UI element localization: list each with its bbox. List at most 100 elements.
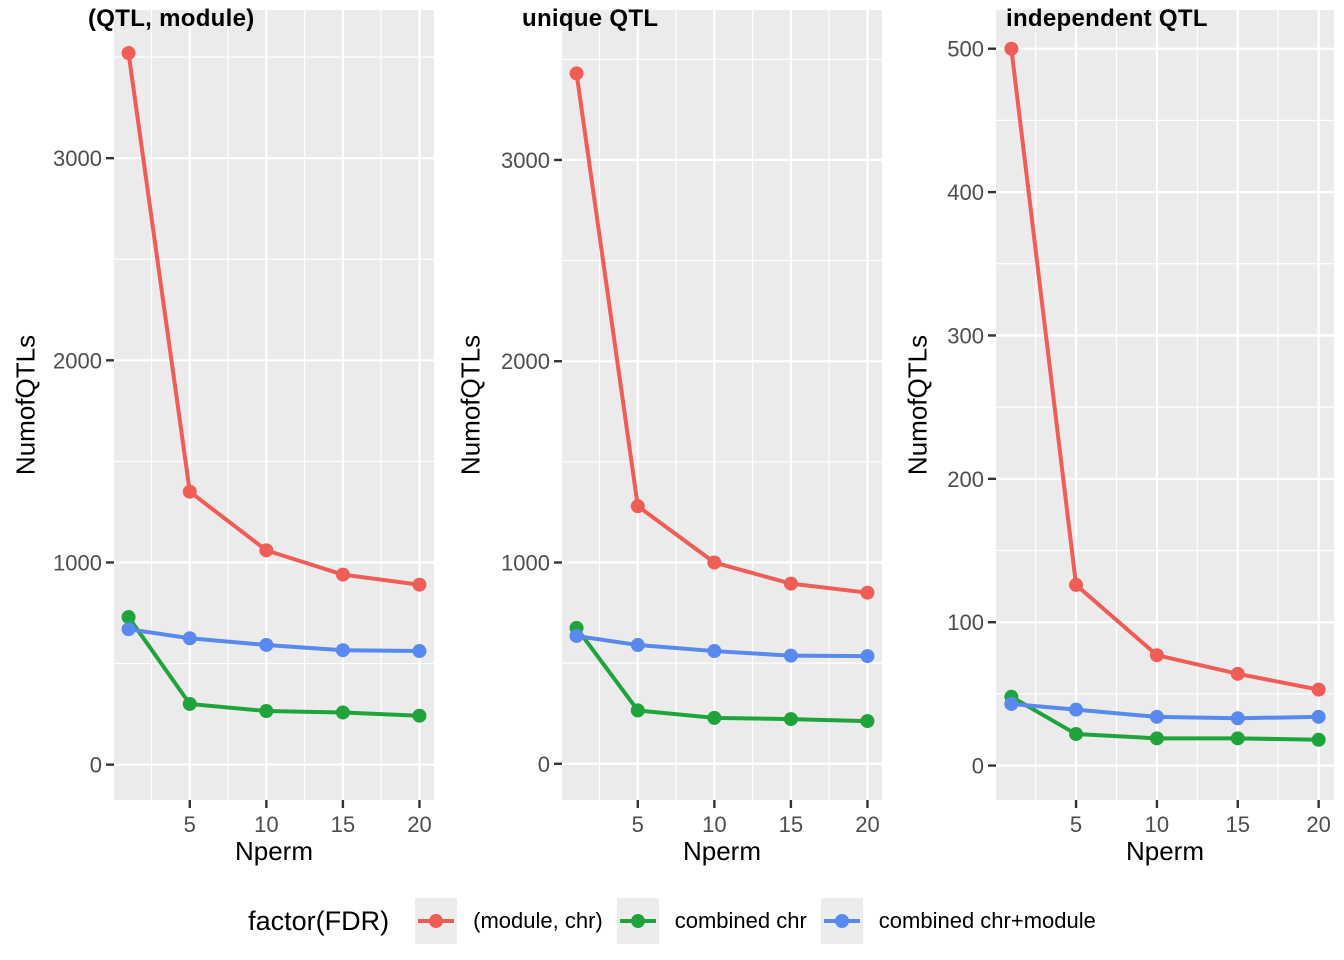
data-point <box>121 46 136 61</box>
data-point <box>121 622 136 637</box>
legend-key-module-chr <box>415 898 458 944</box>
y-tick-label: 400 <box>947 180 984 205</box>
x-tick-label: 10 <box>702 812 726 837</box>
data-point <box>335 567 350 582</box>
data-point <box>1069 702 1084 717</box>
x-tick-label: 5 <box>184 812 196 837</box>
legend-item-module-chr: (module, chr) <box>415 898 603 944</box>
y-tick-label: 1000 <box>501 550 550 575</box>
panel-title-qtl-module: (QTL, module) <box>88 5 255 32</box>
x-tick-label: 15 <box>1226 812 1250 837</box>
legend: factor(FDR) (module, chr) combined chr c… <box>0 891 1344 951</box>
legend-item-combined-chr: combined chr <box>616 898 807 944</box>
legend-label-combined-chr-module: combined chr+module <box>878 908 1096 933</box>
data-point <box>569 66 584 81</box>
data-point <box>860 585 875 600</box>
y-tick-label: 300 <box>947 323 984 348</box>
y-tick-label: 2000 <box>53 348 102 373</box>
data-point <box>1004 41 1019 56</box>
x-tick-label: 15 <box>331 812 355 837</box>
x-axis-label-1: Nperm <box>234 836 313 866</box>
legend-key-glyph <box>418 914 455 928</box>
data-point <box>182 696 197 711</box>
data-point <box>1311 732 1326 747</box>
data-point <box>412 577 427 592</box>
data-point <box>182 484 197 499</box>
legend-key-combined-chr-module <box>820 898 863 944</box>
x-tick-label: 20 <box>407 812 431 837</box>
x-tick-label: 5 <box>1070 812 1082 837</box>
panel-group-2: 5 10 15 20 0 1000 2000 3000 <box>501 10 882 837</box>
data-point <box>1149 731 1164 746</box>
data-point <box>412 644 427 659</box>
x-axis-label-2: Nperm <box>682 836 761 866</box>
data-point <box>707 555 722 570</box>
y-axis-label-3: NumofQTLs <box>902 334 933 476</box>
panel-background <box>114 10 434 800</box>
panel-group-1: 5 10 15 20 0 1000 2000 3000 <box>53 10 434 837</box>
data-point <box>1004 696 1019 711</box>
x-tick-label: 5 <box>632 812 644 837</box>
data-point <box>569 628 584 643</box>
y-tick-label: 1000 <box>53 550 102 575</box>
legend-key-point <box>834 914 849 928</box>
y-tick-label: 0 <box>538 752 550 777</box>
y-tick-label: 0 <box>90 753 102 778</box>
data-point <box>335 705 350 720</box>
data-point <box>259 543 274 558</box>
y-axis-label-1: NumofQTLs <box>10 334 41 476</box>
data-point <box>412 708 427 723</box>
data-point <box>335 643 350 658</box>
legend-item-combined-chr-module: combined chr+module <box>820 898 1096 944</box>
y-tick-label: 100 <box>947 610 984 635</box>
data-point <box>860 714 875 729</box>
panel-title-independent-qtl: independent QTL <box>1006 5 1208 32</box>
legend-key-point <box>429 914 444 928</box>
data-point <box>259 704 274 719</box>
legend-key-combined-chr <box>616 898 659 944</box>
y-tick-label: 3000 <box>501 148 550 173</box>
data-point <box>1149 648 1164 663</box>
data-point <box>630 499 645 514</box>
data-point <box>783 648 798 663</box>
data-point <box>1311 682 1326 697</box>
data-point <box>1069 727 1084 742</box>
x-tick-label: 10 <box>1145 812 1169 837</box>
x-axis-label-3: Nperm <box>1125 836 1204 866</box>
legend-key-point <box>630 914 645 928</box>
panel-background <box>562 10 882 800</box>
data-point <box>860 649 875 664</box>
y-tick-label: 0 <box>972 754 984 779</box>
data-point <box>1069 577 1084 592</box>
legend-key-glyph <box>619 914 656 928</box>
x-tick-label: 10 <box>254 812 278 837</box>
data-point <box>1230 731 1245 746</box>
data-point <box>707 710 722 725</box>
data-point <box>1230 711 1245 726</box>
y-axis-label-2: NumofQTLs <box>455 334 486 476</box>
y-tick-label: 500 <box>947 37 984 62</box>
legend-label-combined-chr: combined chr <box>674 908 807 933</box>
y-tick-label: 200 <box>947 467 984 492</box>
data-point <box>121 610 136 625</box>
y-tick-label: 3000 <box>53 146 102 171</box>
data-point <box>182 631 197 646</box>
y-tick-label: 2000 <box>501 349 550 374</box>
data-point <box>630 638 645 653</box>
data-point <box>630 703 645 718</box>
legend-label-module-chr: (module, chr) <box>473 908 603 933</box>
panel-title-unique-qtl: unique QTL <box>522 5 659 32</box>
data-point <box>783 576 798 591</box>
legend-title: factor(FDR) <box>248 905 390 936</box>
x-tick-label: 15 <box>779 812 803 837</box>
x-tick-label: 20 <box>855 812 879 837</box>
data-point <box>707 644 722 659</box>
data-point <box>259 637 274 652</box>
data-point <box>1311 709 1326 724</box>
data-point <box>1149 709 1164 724</box>
legend-key-glyph <box>823 914 860 928</box>
x-tick-label: 20 <box>1306 812 1330 837</box>
